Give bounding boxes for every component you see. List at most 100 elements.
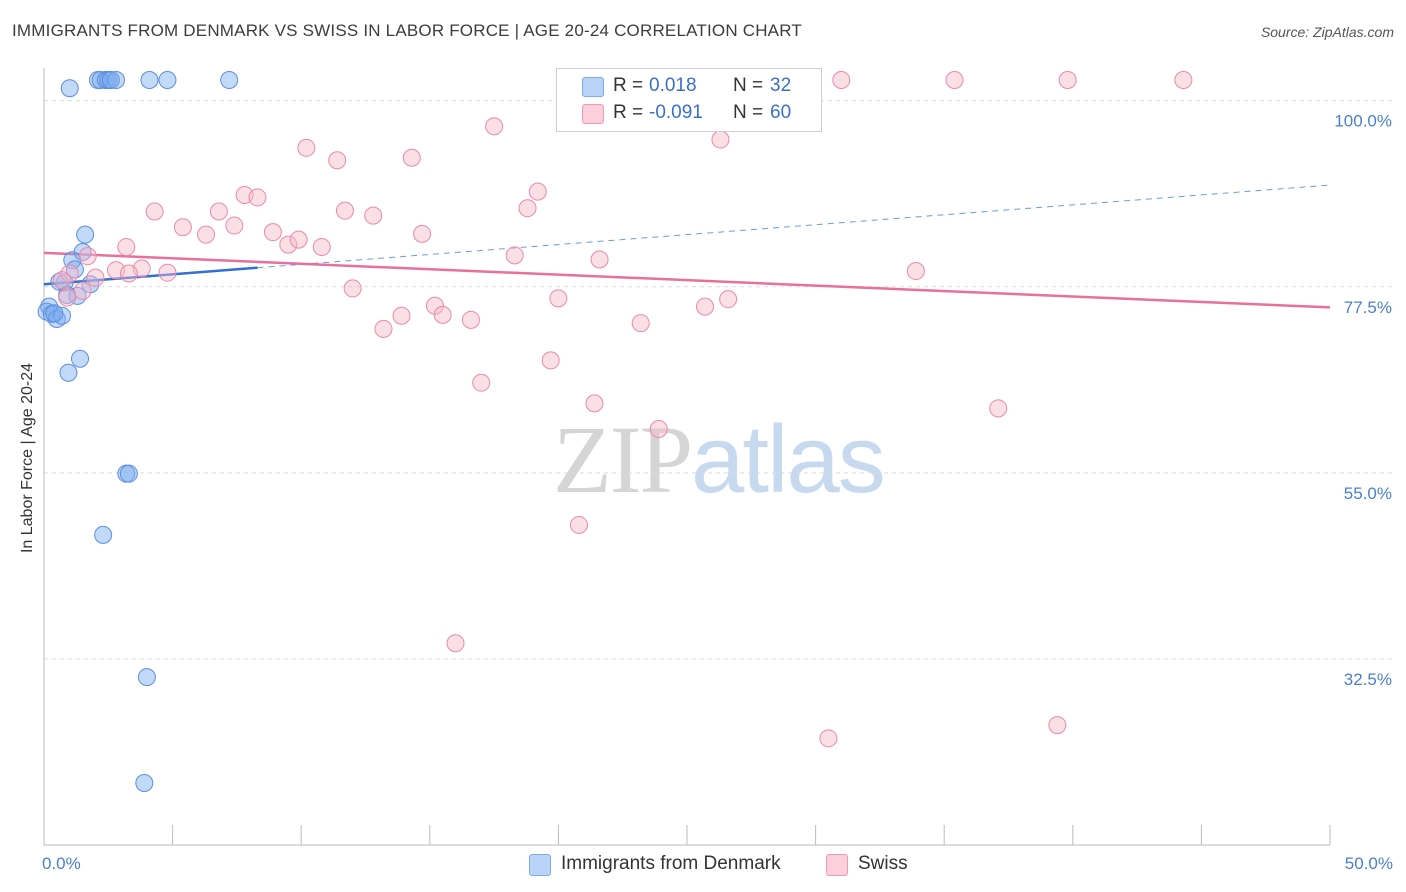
point-swiss — [485, 117, 504, 136]
point-swiss — [173, 218, 192, 237]
point-swiss — [1058, 71, 1077, 89]
point-denmark — [91, 71, 110, 89]
trend-line-extension — [257, 184, 1331, 269]
legend-swatch-denmark — [582, 77, 604, 97]
gridlines — [44, 100, 1392, 660]
legend-r-value: 0.018 — [649, 75, 697, 96]
point-denmark — [76, 225, 95, 244]
point-swiss — [73, 281, 92, 300]
series-legend: Immigrants from Denmark Swiss — [0, 852, 1406, 878]
point-swiss — [343, 279, 362, 298]
point-swiss — [541, 351, 560, 370]
point-swiss — [392, 306, 411, 325]
point-swiss — [145, 202, 164, 221]
y-tick-label: 55.0% — [1344, 484, 1392, 503]
point-swiss — [719, 290, 738, 309]
legend-swatch-denmark — [529, 854, 551, 876]
legend-label-denmark: Immigrants from Denmark — [561, 853, 781, 874]
point-swiss — [364, 206, 383, 225]
source-label: Source: ZipAtlas.com — [1260, 24, 1394, 40]
point-denmark — [158, 71, 177, 89]
point-swiss — [631, 314, 650, 333]
point-swiss — [1048, 716, 1067, 735]
point-denmark — [45, 304, 64, 323]
watermark-zip: ZIP — [553, 406, 693, 513]
x-tick-label: 50.0% — [1345, 854, 1393, 873]
data-points — [37, 71, 1193, 792]
point-swiss — [225, 216, 244, 235]
point-swiss — [832, 71, 851, 89]
point-denmark — [119, 464, 138, 483]
legend-row-swiss: R = -0.091 N = 60 — [557, 100, 821, 128]
point-swiss — [433, 305, 452, 324]
point-swiss — [58, 288, 77, 307]
point-swiss — [472, 373, 491, 392]
point-denmark — [71, 349, 90, 368]
point-swiss — [328, 151, 347, 170]
point-denmark — [101, 71, 120, 89]
axes — [43, 68, 1331, 846]
point-swiss — [297, 138, 316, 157]
point-swiss — [53, 271, 72, 290]
point-swiss — [505, 246, 524, 265]
point-swiss — [819, 729, 838, 748]
y-tick-label: 32.5% — [1344, 670, 1392, 689]
legend-r-label: R = — [613, 102, 644, 123]
point-denmark — [220, 71, 239, 89]
legend-r-value: -0.091 — [649, 102, 703, 123]
legend-n-label: N = — [733, 75, 764, 96]
point-swiss — [119, 264, 138, 283]
point-denmark — [94, 525, 113, 544]
point-denmark — [140, 71, 159, 89]
legend-n-value: 60 — [770, 102, 792, 123]
tick-labels: 32.5% 55.0% 77.5% 100.0% 0.0% 50.0% — [42, 112, 1393, 873]
point-denmark — [107, 71, 126, 89]
trend-line-swiss — [43, 251, 1331, 309]
point-swiss — [289, 230, 308, 249]
point-denmark — [59, 363, 78, 382]
point-swiss — [86, 268, 105, 287]
point-swiss — [989, 399, 1008, 418]
point-swiss — [335, 201, 354, 220]
point-swiss — [590, 250, 609, 269]
point-swiss — [1174, 71, 1193, 89]
watermark-atlas: atlas — [691, 406, 886, 513]
legend-swatch-swiss — [582, 104, 604, 124]
point-swiss — [402, 148, 421, 167]
point-swiss — [248, 188, 267, 207]
point-swiss — [158, 263, 177, 282]
point-swiss — [461, 310, 480, 329]
point-swiss — [945, 71, 964, 89]
point-swiss — [711, 130, 730, 149]
point-swiss — [569, 515, 588, 534]
legend-label-swiss: Swiss — [858, 853, 908, 874]
point-swiss — [446, 634, 465, 653]
point-swiss — [696, 297, 715, 316]
point-swiss — [197, 225, 216, 244]
legend-row-denmark: R = 0.018 N = 32 — [557, 73, 821, 101]
point-swiss — [263, 223, 282, 242]
watermark: ZIPatlas — [553, 404, 886, 515]
point-denmark — [60, 79, 79, 98]
chart-title: IMMIGRANTS FROM DENMARK VS SWISS IN LABO… — [12, 21, 802, 40]
point-swiss — [60, 264, 79, 283]
point-swiss — [78, 247, 97, 266]
point-swiss — [585, 394, 604, 413]
y-tick-label: 77.5% — [1344, 298, 1392, 317]
point-swiss — [528, 182, 547, 201]
point-swiss — [518, 199, 537, 218]
legend-r-label: R = — [613, 75, 644, 96]
x-tick-label: 0.0% — [42, 854, 81, 873]
trend-line-denmark — [43, 266, 258, 286]
point-swiss — [906, 262, 925, 281]
legend-swatch-swiss — [826, 854, 848, 876]
point-denmark — [135, 773, 154, 792]
point-denmark — [137, 668, 156, 687]
point-swiss — [117, 238, 136, 257]
point-swiss — [312, 238, 331, 257]
point-swiss — [279, 235, 298, 254]
y-tick-label: 100.0% — [1334, 112, 1392, 131]
stats-legend: R = 0.018 N = 32 R = -0.091 N = 60 — [556, 68, 822, 132]
point-swiss — [413, 224, 432, 243]
